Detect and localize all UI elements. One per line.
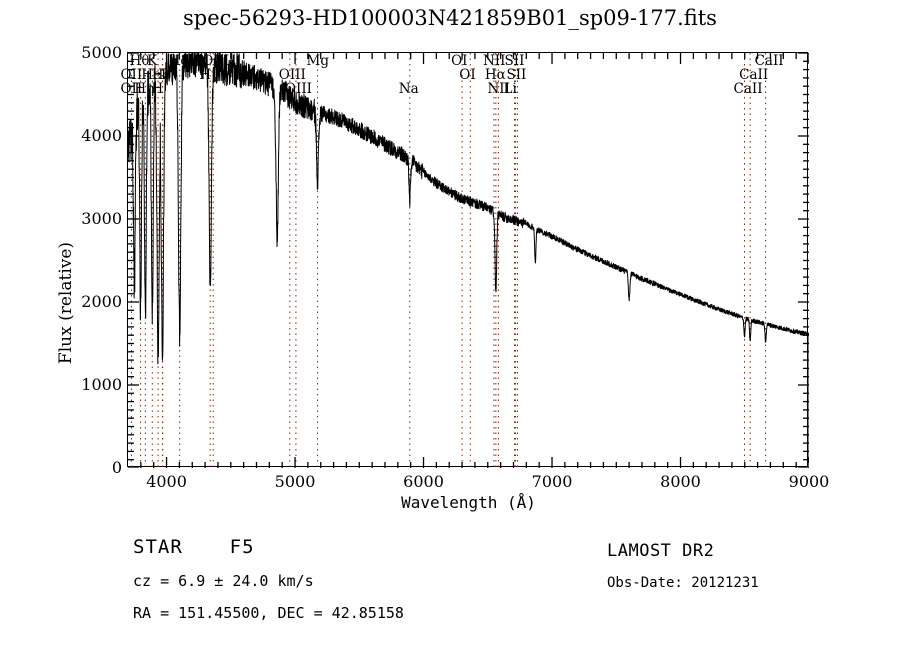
y-tick-label: 0 — [111, 458, 122, 477]
x-tick-label: 7000 — [531, 472, 573, 491]
x-tick-label: 5000 — [274, 472, 316, 491]
object-type: STAR — [133, 536, 183, 558]
x-tick-label: 4000 — [146, 472, 187, 491]
spectral-line-label: OIII — [202, 53, 230, 69]
spectral-line-label: OI — [459, 67, 476, 83]
spectral-line-label: NII — [487, 81, 510, 97]
spectral-line-label: CaII — [733, 81, 763, 97]
y-tick-label: 4000 — [81, 126, 122, 145]
spectral-line-label: OII — [120, 67, 143, 83]
spectral-line-label: SII — [504, 53, 525, 69]
spectral-line-label: Na — [398, 81, 419, 97]
spectral-line-label: HeI — [141, 67, 167, 83]
plot-area: Flux (relative) Wavelength (Å) 0 1000 2000… — [56, 43, 829, 512]
spectral-line-label: Hη — [134, 81, 155, 97]
spectral-line-label: SII — [506, 67, 527, 83]
spectral-line-label: CaII — [754, 53, 784, 69]
spectral-line-label: Hε — [151, 67, 171, 83]
x-axis-label: Wavelength (Å) — [401, 493, 536, 512]
footer-obs-date: Obs-Date: 20121231 — [607, 575, 759, 591]
spectral-line-label: Hγ — [199, 67, 220, 83]
footer-survey: LAMOST DR2 — [607, 541, 715, 561]
spectral-line-label: K — [147, 53, 158, 69]
spectral-line-label: CaII — [739, 67, 769, 83]
y-tick-label: 3000 — [81, 209, 122, 228]
spectral-line-label: OIII — [278, 67, 306, 83]
footer-cz: cz = 6.9 ± 24.0 km/s — [133, 572, 314, 590]
spectrum-svg — [127, 52, 810, 469]
spectral-line-label: Hθ — [129, 53, 150, 69]
x-tick-label: 9000 — [788, 472, 830, 491]
spectral-line-label: NII — [482, 53, 506, 69]
y-tick-label: 2000 — [81, 292, 122, 311]
footer-coords: RA = 151.45500, DEC = 42.85158 — [133, 604, 404, 622]
y-tick-label: 5000 — [81, 43, 122, 62]
footer-object-class: STAR F5 — [133, 536, 255, 558]
spectral-class: F5 — [229, 536, 255, 558]
spectral-line-label: H — [151, 81, 164, 97]
spectral-line-label: OI — [451, 53, 468, 69]
spectral-line-label: OIII — [284, 81, 312, 97]
spectral-line-label: Hα — [484, 67, 506, 83]
x-tick-label: 8000 — [660, 472, 701, 491]
spectral-line-label: Li — [503, 81, 517, 97]
page-title: spec-56293-HD100003N421859B01_sp09-177.f… — [183, 6, 717, 30]
x-tick-label: 6000 — [403, 472, 444, 491]
y-tick-label: 1000 — [81, 375, 122, 394]
spectrum-trace — [127, 52, 810, 365]
spectrum-canvas — [127, 52, 810, 469]
spectral-line-label: OII — [120, 81, 143, 97]
spectral-line-label: Mg — [306, 53, 329, 69]
spectral-line-label: Hδ — [168, 53, 189, 69]
